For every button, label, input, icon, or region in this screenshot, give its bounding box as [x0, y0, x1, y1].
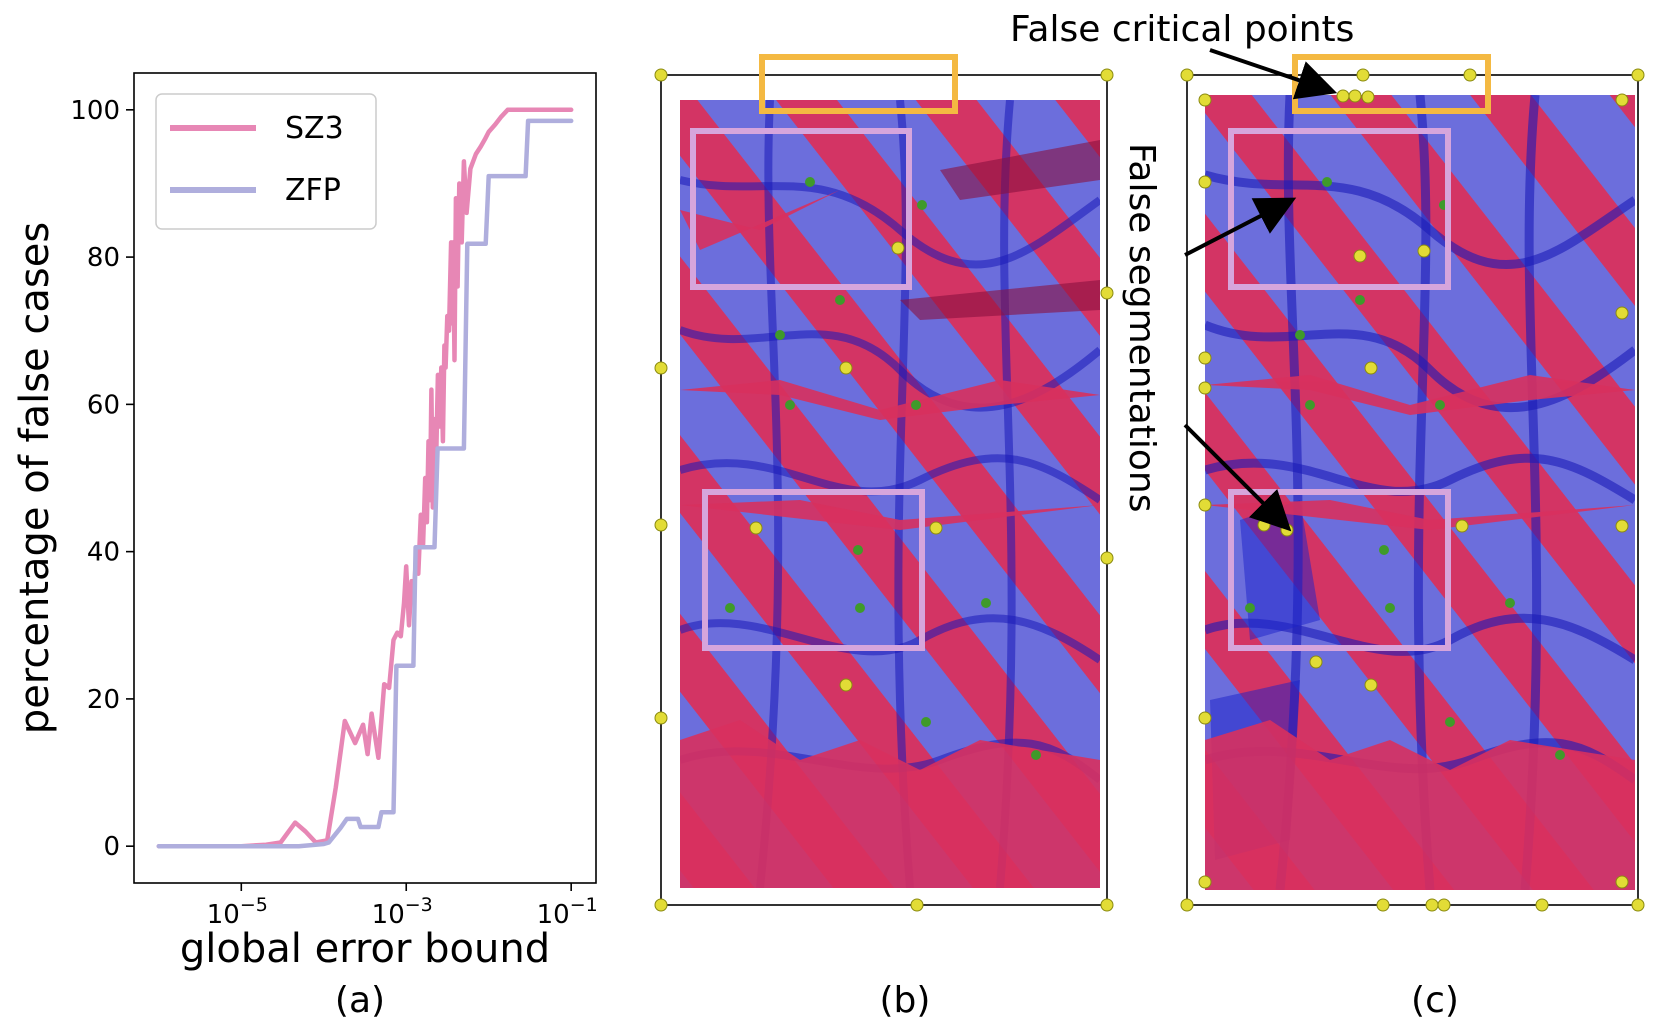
arrow-false-segmentations-upper [1184, 197, 1297, 257]
legend-label-zfp: ZFP [285, 173, 341, 208]
bounding-box-c [1186, 74, 1639, 906]
y-tick-label: 60 [87, 390, 120, 420]
annotation-false-segmentations: False segmentations [1121, 143, 1162, 513]
legend-label-sz3: SZ3 [285, 111, 344, 146]
annotations: False critical points False segmentation… [1010, 9, 1354, 532]
x-tick-label: 10−1 [537, 894, 598, 930]
y-axis-label: percentage of false cases [12, 222, 58, 734]
highlight-box-lower-c [1228, 489, 1451, 651]
x-tick-label: 10−3 [372, 894, 433, 930]
series-layer [156, 107, 574, 849]
highlight-box-upper-b [690, 128, 912, 290]
arrow-false-critical-points [1209, 48, 1338, 100]
x-tick-label: 10−5 [207, 894, 268, 930]
y-tick-label: 40 [87, 538, 120, 568]
chart-panel-a: 0 20 40 60 80 100 10−5 10−3 10−1 SZ3 ZFP global… [12, 72, 598, 1021]
arrow-false-segmentations-lower [1183, 423, 1292, 532]
highlight-box-upper-c [1228, 128, 1451, 290]
panel-label-c: (c) [1411, 980, 1459, 1021]
x-axis-ticks: 10−5 10−3 10−1 [207, 883, 598, 930]
panel-label-a: (a) [335, 980, 385, 1021]
plot-area-frame [133, 72, 597, 884]
highlight-box-lower-b [702, 489, 925, 651]
visualization-panel-c: (c) [1180, 54, 1645, 1021]
highlight-box-top-b [759, 54, 958, 114]
x-axis-label: global error bound [180, 926, 550, 972]
visualization-panel-b: (b) [654, 54, 1114, 1021]
bounding-box-b [660, 74, 1108, 906]
series-line-zfp [156, 118, 574, 849]
legend: SZ3 ZFP [155, 93, 377, 230]
critical-points-c [1180, 68, 1645, 912]
series-line-sz3 [156, 107, 574, 849]
panel-label-b: (b) [880, 980, 931, 1021]
y-tick-label: 20 [87, 685, 120, 715]
y-tick-label: 0 [103, 832, 120, 862]
y-tick-label: 100 [70, 96, 120, 126]
annotation-false-critical-points: False critical points [1010, 9, 1354, 50]
critical-points-b [654, 68, 1114, 912]
y-axis-ticks: 0 20 40 60 80 100 [70, 96, 134, 862]
y-tick-label: 80 [87, 243, 120, 273]
